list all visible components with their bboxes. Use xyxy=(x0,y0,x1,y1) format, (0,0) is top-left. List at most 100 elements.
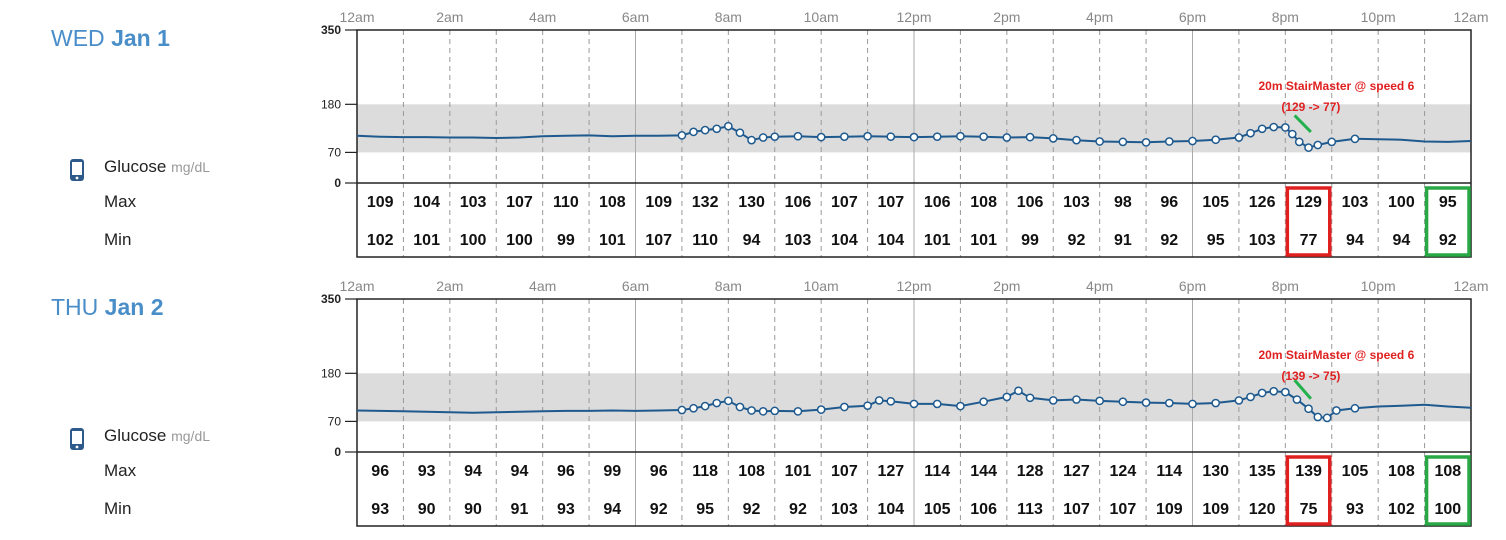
max-value: 108 xyxy=(738,463,765,480)
reading-point xyxy=(1292,395,1302,404)
time-label: 8am xyxy=(715,9,742,25)
exercise-marker xyxy=(1293,379,1312,400)
min-value: 110 xyxy=(692,232,718,249)
phone-icon xyxy=(70,428,84,450)
min-value: 99 xyxy=(557,232,575,249)
plot-border xyxy=(356,29,1472,258)
time-label: 2pm xyxy=(993,9,1020,25)
min-value: 103 xyxy=(785,232,812,249)
max-value: 144 xyxy=(970,463,997,480)
max-value: 107 xyxy=(506,194,533,211)
reading-point xyxy=(932,399,942,409)
reading-point xyxy=(1280,387,1290,397)
min-value: 92 xyxy=(743,501,761,518)
max-value: 109 xyxy=(367,194,394,211)
time-label: 10pm xyxy=(1361,278,1396,294)
y-tick-label: 0 xyxy=(334,445,341,459)
reading-point xyxy=(816,405,826,414)
min-value: 95 xyxy=(696,501,714,518)
max-value: 107 xyxy=(831,463,858,480)
min-value: 94 xyxy=(603,501,621,518)
legend-min-label: Min xyxy=(104,230,132,249)
metric-name: Glucose xyxy=(104,426,167,445)
min-value: 93 xyxy=(557,501,575,518)
reading-point xyxy=(723,121,733,131)
reading-point xyxy=(700,125,710,135)
reading-point xyxy=(840,132,849,142)
min-value: 101 xyxy=(970,232,997,249)
plot-border xyxy=(356,298,1472,527)
legend-min-label: Min xyxy=(104,499,132,518)
min-value: 107 xyxy=(1063,501,1090,518)
reading-point xyxy=(874,396,884,405)
highlight-box xyxy=(1424,186,1471,257)
time-label: 6am xyxy=(622,9,649,25)
reading-point xyxy=(1188,399,1197,409)
min-value: 94 xyxy=(743,232,761,249)
reading-point xyxy=(932,132,942,142)
time-label: 10am xyxy=(804,9,839,25)
min-value: 109 xyxy=(1156,501,1183,518)
max-value: 107 xyxy=(831,194,858,211)
highlight-box xyxy=(1285,455,1332,526)
max-value: 126 xyxy=(1249,194,1276,211)
reading-point xyxy=(1234,133,1244,142)
min-value: 99 xyxy=(1021,232,1039,249)
y-tick-label: 70 xyxy=(328,414,342,428)
day-of-week: WED xyxy=(51,25,105,51)
reading-point xyxy=(1287,129,1297,139)
max-value: 127 xyxy=(877,463,904,480)
phone-icon xyxy=(70,159,84,181)
min-value: 90 xyxy=(418,501,436,518)
y-tick-label: 350 xyxy=(321,23,341,37)
max-value: 96 xyxy=(650,463,668,480)
reading-point xyxy=(1304,404,1313,414)
min-value: 102 xyxy=(1388,501,1415,518)
reading-point xyxy=(1211,135,1221,145)
min-value: 104 xyxy=(877,232,904,249)
min-value: 93 xyxy=(371,501,389,518)
max-value: 108 xyxy=(1434,463,1461,480)
reading-point xyxy=(712,124,722,134)
max-value: 103 xyxy=(1342,194,1369,211)
min-value: 93 xyxy=(1346,501,1364,518)
reading-point xyxy=(1257,388,1267,398)
reading-point xyxy=(1257,124,1267,134)
reading-point xyxy=(1350,403,1360,413)
reading-point xyxy=(1072,395,1081,404)
time-label: 4pm xyxy=(1086,9,1113,25)
time-label: 10am xyxy=(804,278,839,294)
max-value: 105 xyxy=(1342,463,1369,480)
day-of-week: THU xyxy=(51,294,99,320)
time-label: 12am xyxy=(1453,9,1488,25)
reading-point xyxy=(689,403,698,413)
time-label: 4pm xyxy=(1086,278,1113,294)
time-label: 12am xyxy=(1453,278,1488,294)
day-date: Jan 1 xyxy=(111,25,170,51)
min-value: 94 xyxy=(1346,232,1364,249)
reading-point xyxy=(1141,137,1151,147)
time-label: 4am xyxy=(529,278,556,294)
y-tick-label: 0 xyxy=(334,176,341,190)
reading-point xyxy=(909,399,919,409)
legend-max-label: Max xyxy=(104,461,137,480)
reading-point xyxy=(793,406,803,416)
time-label: 2pm xyxy=(993,278,1020,294)
annotation-values: (129 -> 77) xyxy=(1281,100,1340,114)
reading-point xyxy=(1164,137,1174,146)
annotation-values: (139 -> 75) xyxy=(1281,369,1340,383)
reading-point xyxy=(1246,128,1255,138)
max-value: 93 xyxy=(418,463,436,480)
min-value: 102 xyxy=(367,232,394,249)
reading-point xyxy=(793,131,803,141)
time-label: 12pm xyxy=(896,9,931,25)
reading-point xyxy=(677,131,687,140)
reading-point xyxy=(1072,135,1081,145)
min-value: 91 xyxy=(1114,232,1132,249)
reading-point xyxy=(1095,396,1105,406)
min-value: 106 xyxy=(970,501,997,518)
min-value: 94 xyxy=(1392,232,1410,249)
reading-point xyxy=(758,406,768,416)
reading-point xyxy=(1118,397,1128,407)
reading-point xyxy=(1246,392,1255,402)
